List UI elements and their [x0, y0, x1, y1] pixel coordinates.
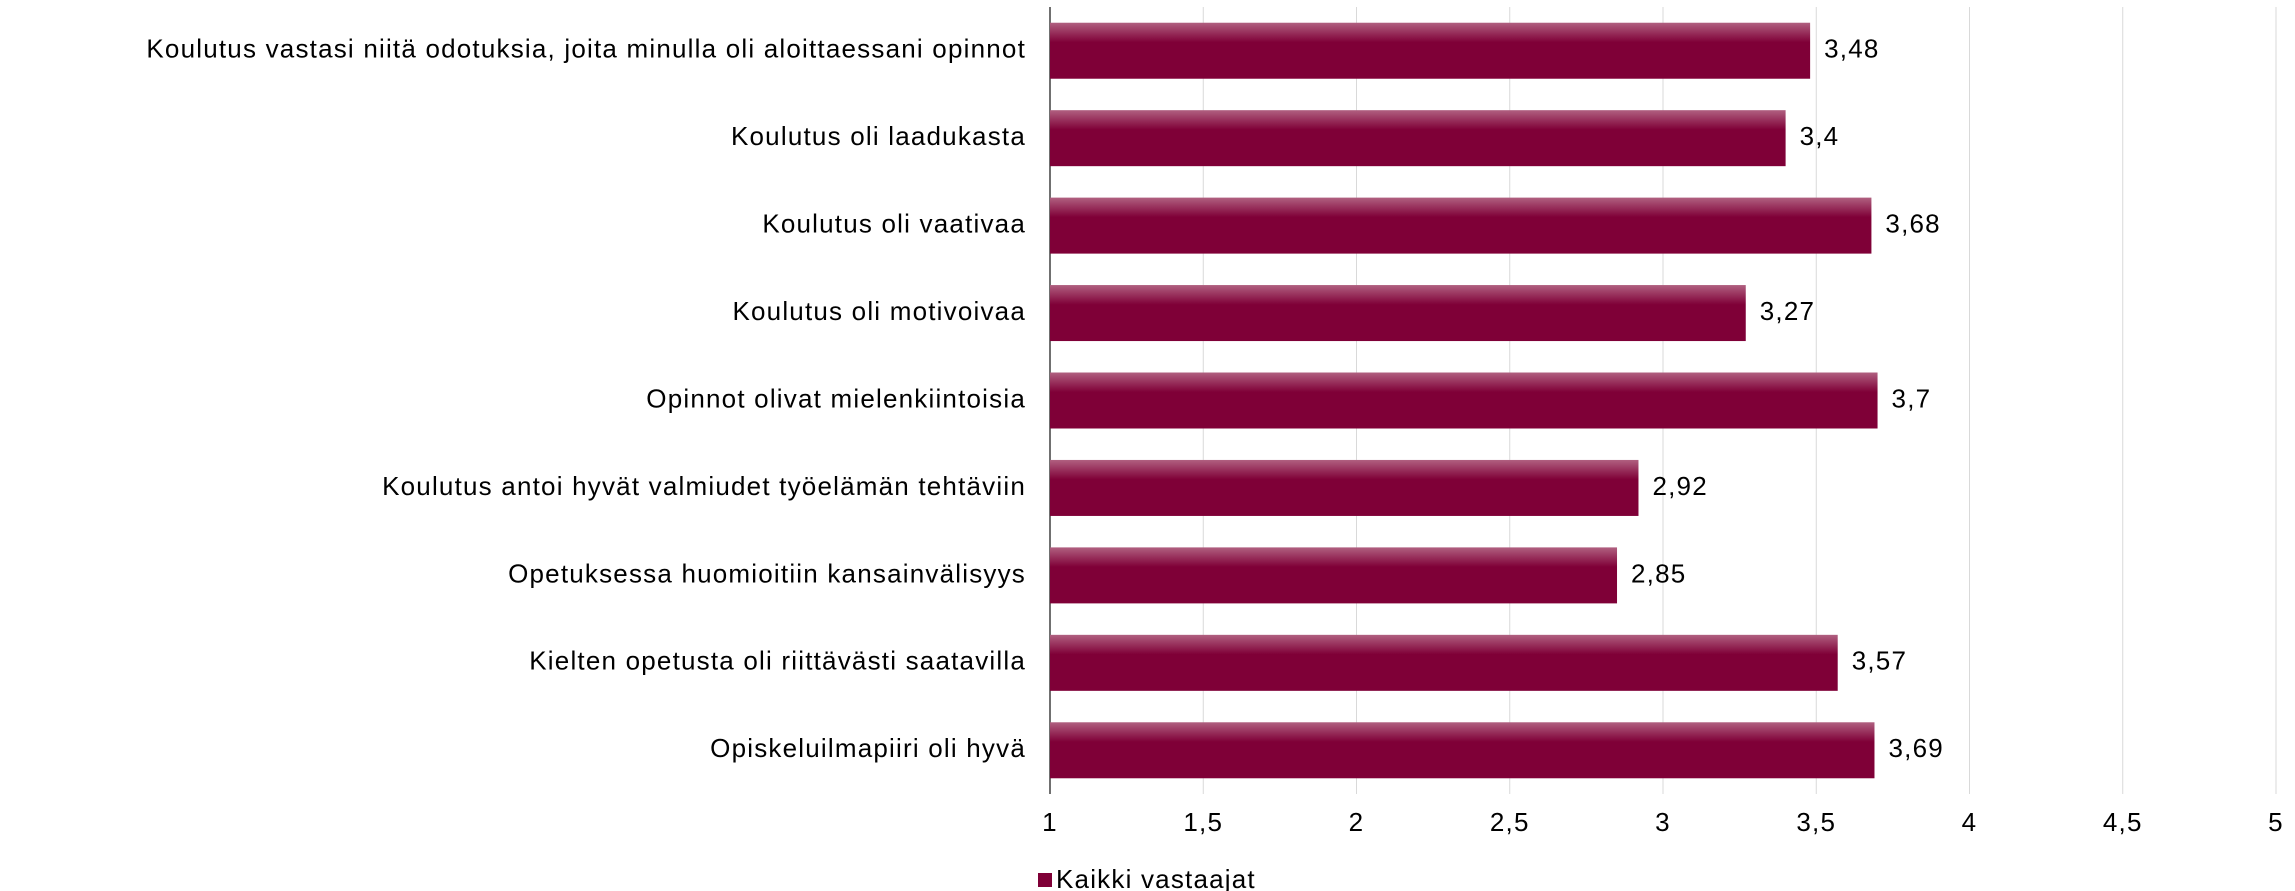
x-tick-label: 4,5	[2103, 807, 2143, 837]
data-label: 3,7	[1892, 383, 1932, 413]
y-tick-label: Koulutus oli laadukasta	[731, 121, 1026, 151]
bar	[1050, 722, 1875, 779]
data-label: 3,4	[1800, 121, 1840, 151]
data-label: 3,68	[1885, 208, 1940, 238]
bar	[1050, 285, 1746, 342]
x-tick-label: 3	[1655, 807, 1671, 837]
y-tick-label: Koulutus vastasi niitä odotuksia, joita …	[146, 34, 1026, 64]
y-tick-label: Opinnot olivat mielenkiintoisia	[646, 383, 1026, 413]
x-tick-label: 4	[1962, 807, 1978, 837]
bar	[1050, 459, 1639, 516]
bar	[1050, 634, 1838, 691]
data-label: 3,69	[1888, 733, 1943, 763]
y-tick-label: Kielten opetusta oli riittävästi saatavi…	[529, 646, 1026, 676]
bar	[1050, 22, 1811, 79]
bar	[1050, 372, 1878, 429]
x-tick-label: 2	[1349, 807, 1365, 837]
y-tick-label: Koulutus oli motivoivaa	[732, 296, 1026, 326]
bar	[1050, 547, 1618, 604]
legend-swatch	[1038, 873, 1052, 887]
data-label: 2,92	[1652, 471, 1707, 501]
data-label: 3,27	[1760, 296, 1815, 326]
bar	[1050, 110, 1786, 167]
y-tick-label: Opetuksessa huomioitiin kansainvälisyys	[508, 558, 1026, 588]
y-tick-label: Koulutus oli vaativaa	[762, 208, 1026, 238]
data-label: 2,85	[1631, 558, 1686, 588]
x-tick-label: 5	[2268, 807, 2284, 837]
data-label: 3,48	[1824, 34, 1879, 64]
y-tick-label: Opiskeluilmapiiri oli hyvä	[710, 733, 1026, 763]
x-tick-label: 1	[1042, 807, 1058, 837]
x-tick-label: 1,5	[1183, 807, 1223, 837]
x-tick-label: 3,5	[1796, 807, 1836, 837]
y-tick-label: Koulutus antoi hyvät valmiudet työelämän…	[382, 471, 1026, 501]
data-label: 3,57	[1852, 646, 1907, 676]
bar	[1050, 197, 1872, 254]
x-tick-label: 2,5	[1490, 807, 1530, 837]
legend-label: Kaikki vastaajat	[1056, 864, 1256, 891]
